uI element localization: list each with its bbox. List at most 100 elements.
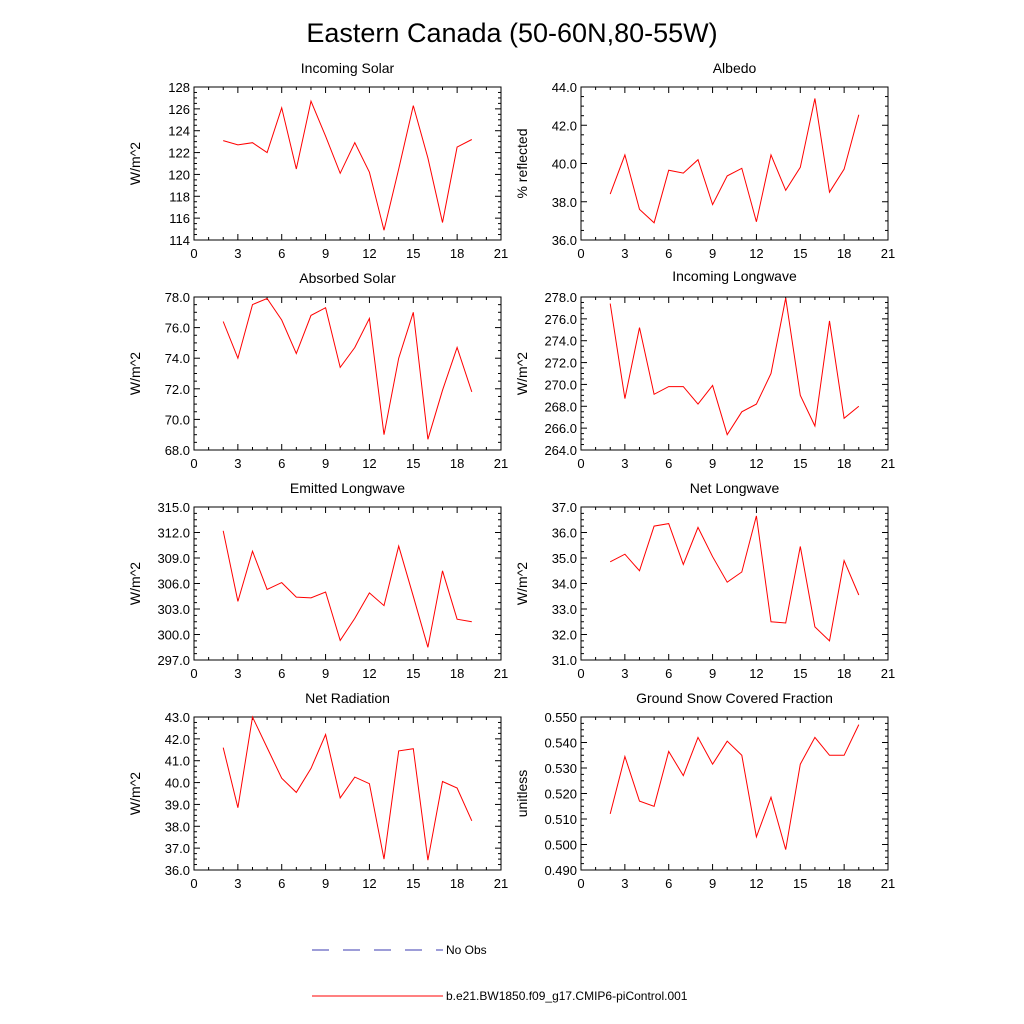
x-tick-label: 15 [406, 456, 420, 471]
y-tick-label: 38.0 [165, 819, 190, 834]
y-tick-label: 0.550 [544, 710, 577, 725]
panel-title: Emitted Longwave [290, 480, 405, 496]
y-tick-label: 118 [169, 189, 190, 204]
x-tick-label: 3 [234, 456, 241, 471]
y-tick-label: 297.0 [157, 653, 190, 668]
y-tick-label: 309.0 [157, 551, 190, 566]
x-tick-label: 6 [278, 666, 285, 681]
x-tick-label: 3 [234, 876, 241, 891]
y-tick-label: 272.0 [544, 356, 577, 371]
y-tick-label: 40.0 [165, 776, 190, 791]
x-tick-label: 3 [621, 666, 628, 681]
panel-7: Net Radiation 0 3 6 9 12 15 18 21 36.0 37.0 38.0 39.… [127, 690, 508, 891]
y-tick-label: 40.0 [552, 157, 577, 172]
y-tick-label: 266.0 [544, 421, 577, 436]
x-tick-label: 12 [362, 876, 376, 891]
x-tick-label: 3 [234, 246, 241, 261]
x-tick-label: 9 [322, 456, 329, 471]
y-axis-label: W/m^2 [514, 562, 530, 605]
series-line [609, 98, 860, 224]
y-tick-label: 300.0 [157, 628, 190, 643]
x-tick-label: 12 [749, 876, 763, 891]
y-tick-label: 32.0 [552, 628, 577, 643]
x-tick-label: 0 [577, 876, 584, 891]
panel-title: Absorbed Solar [299, 270, 396, 286]
plot-frame [193, 296, 502, 451]
y-tick-label: 41.0 [165, 754, 190, 769]
y-tick-label: 76.0 [165, 321, 190, 336]
plot-frame [580, 506, 889, 661]
y-tick-label: 68.0 [165, 443, 190, 458]
x-tick-label: 12 [749, 246, 763, 261]
series-line [223, 99, 473, 231]
x-tick-label: 3 [234, 666, 241, 681]
y-tick-label: 39.0 [165, 797, 190, 812]
x-tick-label: 15 [406, 876, 420, 891]
y-tick-label: 70.0 [165, 412, 190, 427]
x-tick-label: 6 [665, 246, 672, 261]
y-tick-label: 120 [168, 167, 190, 182]
x-tick-label: 6 [278, 456, 285, 471]
y-tick-label: 35.0 [552, 551, 577, 566]
panel-title: Net Longwave [690, 480, 780, 496]
y-tick-label: 0.490 [544, 863, 577, 878]
y-axis-label: W/m^2 [127, 142, 143, 185]
y-tick-label: 34.0 [552, 577, 577, 592]
y-tick-label: 42.0 [552, 118, 577, 133]
y-tick-label: 278.0 [544, 290, 577, 305]
x-tick-label: 0 [577, 456, 584, 471]
x-tick-label: 6 [278, 876, 285, 891]
x-tick-label: 15 [793, 666, 807, 681]
panel-title: Incoming Longwave [672, 268, 797, 284]
y-axis-label: W/m^2 [127, 562, 143, 605]
x-tick-label: 18 [450, 666, 464, 681]
x-tick-label: 18 [450, 876, 464, 891]
y-tick-label: 36.0 [552, 233, 577, 248]
series-line [609, 724, 860, 850]
x-tick-label: 6 [665, 666, 672, 681]
x-tick-label: 3 [621, 876, 628, 891]
y-tick-label: 0.500 [544, 838, 577, 853]
y-tick-label: 36.0 [165, 863, 190, 878]
x-tick-label: 6 [665, 876, 672, 891]
x-tick-label: 21 [494, 666, 508, 681]
x-tick-label: 3 [621, 456, 628, 471]
legend-model-label: b.e21.BW1850.f09_g17.CMIP6-piControl.001 [446, 989, 688, 1003]
figure-title: Eastern Canada (50-60N,80-55W) [306, 18, 717, 48]
panel-5: Emitted Longwave 0 3 6 9 12 15 18 21 297.0 300.0 30… [127, 480, 508, 681]
panel-title: Ground Snow Covered Fraction [636, 690, 833, 706]
panel-6: Net Longwave 0 3 6 9 12 15 18 21 31.0 32.0 33.0 34.0… [514, 480, 895, 681]
series-line [222, 530, 472, 648]
y-tick-label: 270.0 [544, 377, 577, 392]
y-axis-label: W/m^2 [127, 772, 143, 815]
x-tick-label: 6 [278, 246, 285, 261]
y-tick-label: 0.530 [544, 761, 577, 776]
x-tick-label: 18 [450, 246, 464, 261]
y-axis-label: W/m^2 [514, 352, 530, 395]
y-tick-label: 38.0 [552, 195, 577, 210]
x-tick-label: 9 [709, 876, 716, 891]
x-tick-label: 18 [450, 456, 464, 471]
panel-title: Net Radiation [305, 690, 390, 706]
y-tick-label: 274.0 [544, 334, 577, 349]
y-tick-label: 276.0 [544, 312, 577, 327]
x-tick-label: 0 [190, 666, 197, 681]
panel-3: Absorbed Solar 0 3 6 9 12 15 18 21 68.0 70.0 72.0 74… [127, 270, 508, 471]
x-tick-label: 0 [190, 876, 197, 891]
panel-title: Albedo [713, 60, 757, 76]
x-tick-label: 6 [665, 456, 672, 471]
y-tick-label: 114 [169, 233, 190, 248]
y-tick-label: 306.0 [157, 577, 190, 592]
y-tick-label: 124 [168, 124, 190, 139]
series-line [609, 298, 860, 436]
panel-1: Incoming Solar 0 3 6 9 12 15 18 21 114 116 118 120 12… [127, 60, 508, 261]
series-line [222, 297, 473, 440]
y-tick-label: 122 [168, 146, 190, 161]
x-tick-label: 21 [494, 246, 508, 261]
y-tick-label: 78.0 [165, 290, 190, 305]
x-tick-label: 15 [406, 666, 420, 681]
y-axis-label: unitless [514, 770, 530, 817]
x-tick-label: 0 [190, 456, 197, 471]
x-tick-label: 0 [190, 246, 197, 261]
x-tick-label: 18 [837, 666, 851, 681]
